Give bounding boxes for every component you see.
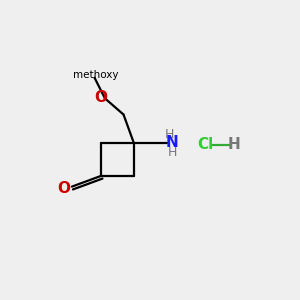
Text: Cl: Cl [197, 137, 213, 152]
Text: H: H [168, 146, 178, 159]
Text: methoxy: methoxy [73, 70, 118, 80]
Text: methoxy: methoxy [82, 74, 88, 75]
Text: N: N [166, 135, 179, 150]
Text: methoxy: methoxy [93, 76, 99, 77]
Text: O: O [58, 181, 71, 196]
Text: O: O [95, 90, 108, 105]
Text: H: H [165, 128, 174, 141]
Text: H: H [228, 137, 240, 152]
